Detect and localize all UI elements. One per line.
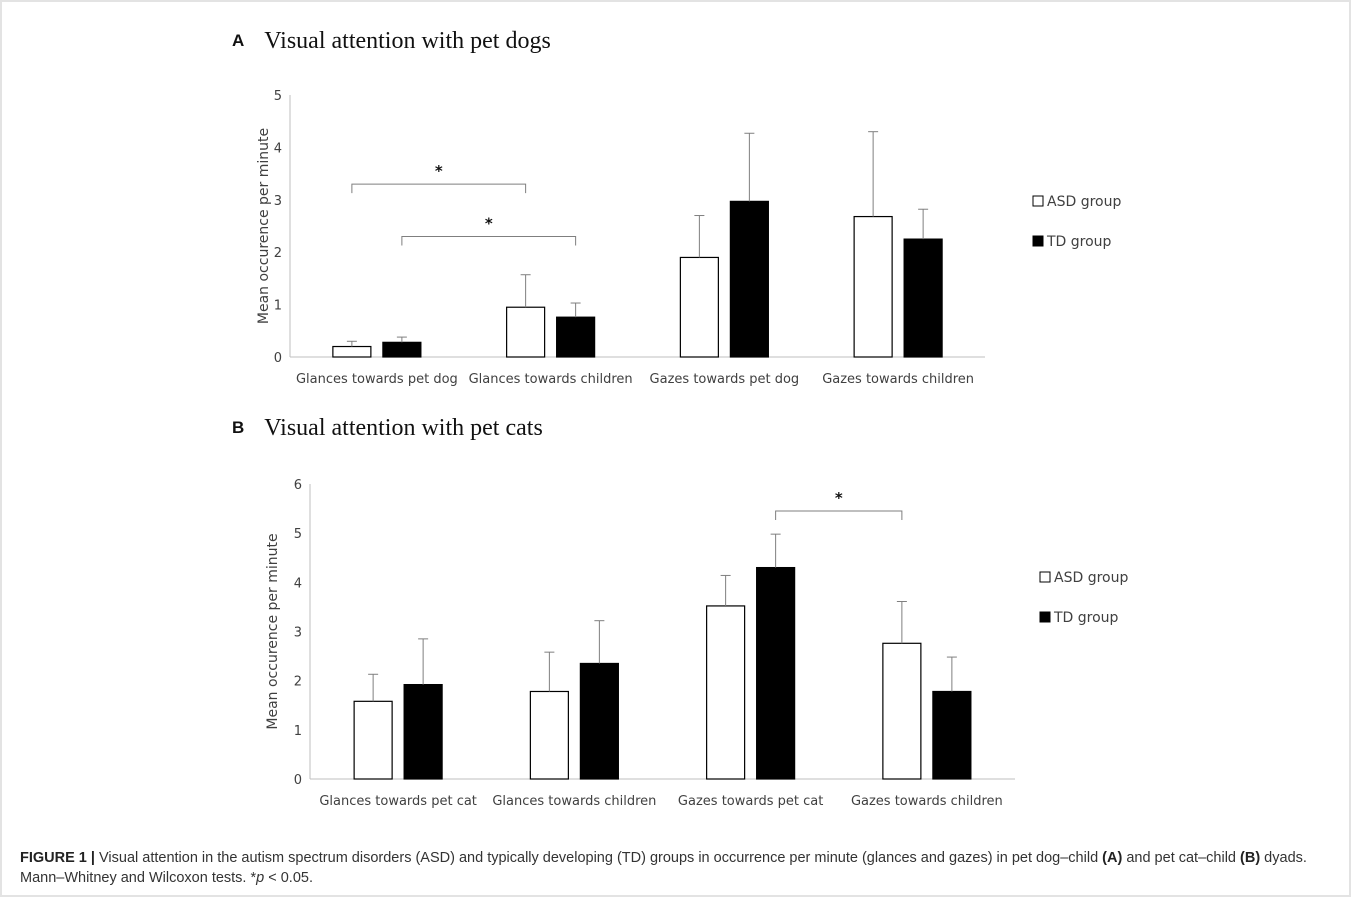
chart-a-legend-swatch	[1032, 195, 1044, 207]
chart-b-y-axis-label: Mean occurence per minute	[265, 533, 281, 729]
chart-b-significance-bracket	[775, 510, 903, 521]
chart-b-td-bar	[932, 690, 972, 780]
chart-a-asd-bar	[853, 215, 893, 358]
chart-a-td-bar	[903, 238, 943, 358]
chart-b-y-tick-label: 2	[294, 675, 302, 690]
chart-a-td-bar	[556, 316, 596, 358]
caption-text-4: < 0.05.	[264, 870, 313, 886]
chart-b-legend-swatch	[1039, 571, 1051, 583]
chart-a-legend-label: ASD group	[1047, 194, 1121, 210]
chart-a-significance-bracket	[401, 235, 577, 246]
chart-a-legend-label: TD group	[1046, 234, 1112, 250]
chart-a-category-label: Gazes towards pet dog	[650, 372, 800, 387]
chart-a-y-tick-label: 2	[274, 246, 282, 261]
chart-a-y-axis-label: Mean occurence per minute	[256, 128, 272, 324]
chart-b-category-label: Glances towards children	[492, 794, 656, 809]
figure-charts: 0 1 2 3 4 5 Mean occurence per minute Glances t…	[256, 89, 1128, 809]
chart-b-category-label: Gazes towards pet cat	[678, 794, 823, 809]
chart-b-asd-bar	[706, 605, 746, 780]
chart-b-td-bar	[403, 683, 443, 780]
chart-b-y-tick-label: 4	[294, 576, 302, 591]
chart-b-y-tick-label: 3	[294, 626, 302, 641]
chart-b-legend-label: ASD group	[1054, 570, 1128, 586]
chart-b-td-bar	[579, 662, 619, 780]
chart-b-y-tick-label: 5	[294, 527, 302, 542]
panel-b-letter: B	[232, 418, 245, 437]
panel-b-title-text: Visual attention with pet cats	[264, 415, 543, 441]
figure-caption: FIGURE 1 | Visual attention in the autis…	[20, 848, 1320, 888]
panel-a-letter: A	[232, 31, 245, 50]
panel-a-title: A Visual attention with pet dogs	[232, 28, 551, 55]
chart-a-asd-bar	[332, 345, 372, 358]
caption-figure-label: FIGURE 1 |	[20, 850, 95, 866]
chart-a-td-bar	[729, 200, 769, 358]
chart-b-td-bar	[756, 566, 796, 780]
chart-b-asd-bar	[529, 690, 569, 780]
chart-a-category-label: Glances towards pet dog	[296, 372, 458, 387]
caption-text-3: dyads. Mann–Whitney and Wilcoxon tests. …	[20, 850, 1307, 886]
chart-b-legend-swatch	[1039, 611, 1051, 623]
chart-a-category-label: Glances towards children	[469, 372, 633, 387]
chart-b-asd-bar	[882, 642, 922, 780]
chart-a-y-tick-label: 1	[274, 299, 282, 314]
chart-a-significance-bracket	[351, 183, 527, 194]
chart-a-asd-bar	[679, 256, 719, 358]
chart-b-y-tick-label: 1	[294, 724, 302, 739]
chart-a-y-tick-label: 0	[274, 351, 282, 366]
chart-b-category-label: Glances towards pet cat	[319, 794, 477, 809]
chart-a-significance-star: *	[435, 162, 443, 180]
chart-a-asd-bar	[506, 306, 546, 358]
chart-a-legend-swatch	[1032, 235, 1044, 247]
panel-b-title: B Visual attention with pet cats	[232, 415, 543, 442]
chart-b-legend-label: TD group	[1053, 610, 1119, 626]
caption-bold-a: (A)	[1102, 850, 1123, 866]
caption-text-1: Visual attention in the autism spectrum …	[94, 850, 1103, 866]
chart-b-category-label: Gazes towards children	[851, 794, 1003, 809]
chart-b-significance-star: *	[835, 489, 843, 507]
chart-a-td-bar	[382, 341, 422, 358]
chart-b-y-tick-label: 0	[294, 773, 302, 788]
chart-b-y-tick-label: 6	[294, 478, 302, 493]
caption-text-2: and pet cat–child	[1122, 850, 1241, 866]
chart-a-significance-star: *	[485, 214, 493, 232]
caption-bold-b: (B)	[1240, 850, 1261, 866]
chart-a-y-tick-label: 5	[274, 89, 282, 104]
chart-a-y-tick-label: 3	[274, 194, 282, 209]
caption-p-italic: p	[256, 870, 265, 886]
chart-a-y-tick-label: 4	[274, 141, 282, 156]
chart-a-category-label: Gazes towards children	[822, 372, 974, 387]
panel-a-title-text: Visual attention with pet dogs	[264, 28, 551, 54]
chart-b-asd-bar	[353, 700, 393, 780]
